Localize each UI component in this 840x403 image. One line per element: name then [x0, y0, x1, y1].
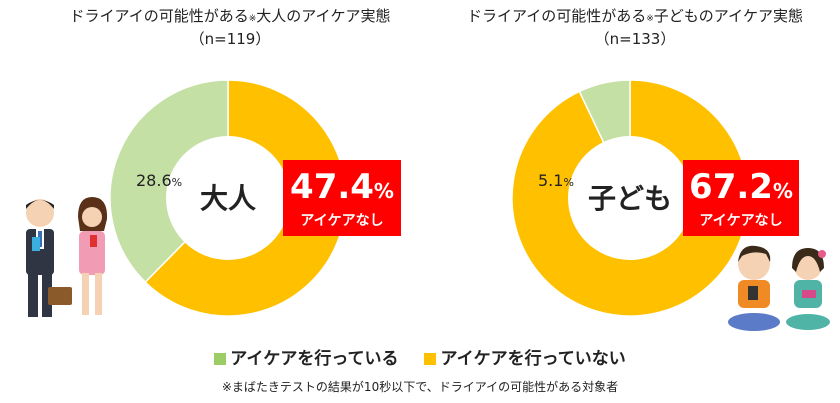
callout-percent: 67.2% — [683, 168, 799, 210]
callout-percent: 47.4% — [283, 168, 401, 210]
adult-illustration — [12, 185, 122, 329]
title-main: ドライアイの可能性がある — [466, 7, 647, 25]
legend-label: アイケアを行っていない — [440, 349, 626, 369]
legend: アイケアを行っている アイケアを行っていない — [0, 344, 840, 369]
children-illustration — [722, 242, 837, 338]
callout-value: 47.4 — [290, 167, 374, 207]
donut-chart-child: 子ども 5.1% — [511, 79, 749, 317]
data-label-doing: 28.6% — [136, 171, 182, 190]
legend-label: アイケアを行っている — [230, 349, 399, 369]
sample-size-adult: （n=119） — [189, 30, 271, 48]
title-tail: 大人のアイケア実態 — [256, 7, 391, 25]
donut-hole — [568, 136, 692, 260]
chart-title-adult: ドライアイの可能性がある※大人のアイケア実態 — [40, 6, 420, 29]
title-mark: ※ — [646, 14, 654, 24]
slice-not-doing — [511, 79, 749, 317]
legend-item-not-doing: アイケアを行っていない — [424, 344, 626, 369]
legend-item-doing: アイケアを行っている — [214, 344, 399, 369]
callout-sub: アイケアなし — [300, 213, 384, 229]
callout-unit: % — [373, 179, 394, 203]
sample-size-child: （n=133） — [594, 30, 676, 48]
callout-unit: % — [772, 179, 793, 203]
donut-hole — [166, 136, 290, 260]
legend-swatch — [424, 353, 437, 365]
chart-title-child: ドライアイの可能性がある※子どものアイケア実態 — [445, 6, 825, 29]
center-label: 大人 — [200, 182, 256, 215]
legend-swatch — [214, 353, 227, 365]
callout-child: 67.2% アイケアなし — [683, 160, 799, 236]
title-mark: ※ — [248, 14, 257, 24]
callout-value: 67.2 — [689, 167, 773, 207]
footnote: ※まばたきテストの結果が10秒以下で、ドライアイの可能性がある対象者 — [221, 380, 619, 394]
title-main: ドライアイの可能性がある — [69, 7, 249, 25]
callout-sub: アイケアなし — [699, 213, 783, 229]
center-label: 子ども — [588, 182, 672, 215]
donut-chart-adult: 大人 28.6% — [109, 79, 347, 317]
callout-adult: 47.4% アイケアなし — [283, 160, 401, 236]
data-label-doing: 5.1% — [538, 171, 574, 190]
title-tail: 子どものアイケア実態 — [653, 7, 804, 25]
